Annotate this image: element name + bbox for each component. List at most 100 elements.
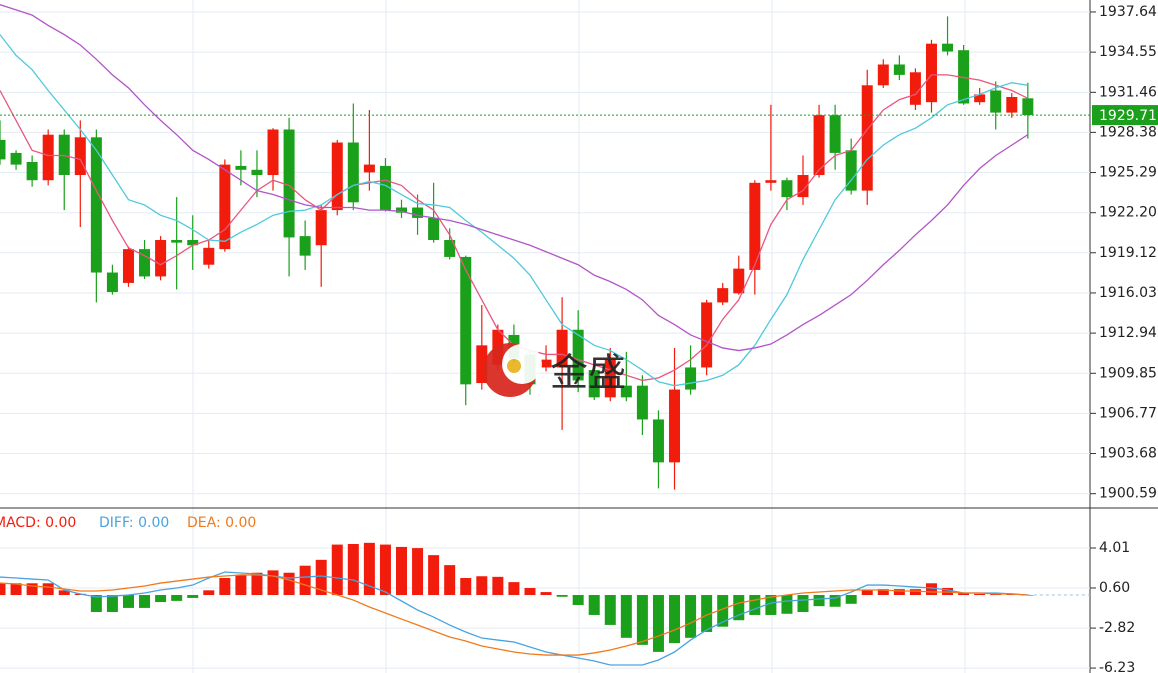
candle-body: [347, 142, 359, 203]
candle-body: [974, 94, 986, 103]
candle-body: [139, 249, 151, 277]
candle-body: [893, 64, 905, 75]
candle-body: [652, 419, 664, 463]
candle-body: [90, 137, 102, 273]
macd-bar: [701, 595, 713, 632]
macd-bar: [781, 595, 793, 614]
macd-bar: [283, 572, 295, 596]
macd-bar: [396, 546, 407, 596]
candle-body: [909, 72, 921, 105]
macd-bar: [813, 595, 825, 607]
watermark-logo-dot: [507, 359, 521, 373]
candle-body: [669, 389, 681, 463]
y-tick-label: 1916.03: [1099, 285, 1157, 301]
macd-bar: [363, 542, 375, 596]
macd-bar: [958, 593, 970, 596]
macd-bar: [476, 576, 488, 596]
y-tick-label: 1934.55: [1099, 44, 1157, 60]
ma-line: [0, 4, 1029, 352]
candle-body: [251, 169, 263, 176]
candle-body: [877, 64, 889, 86]
macd-bar: [90, 595, 102, 613]
candle-body: [1022, 98, 1034, 116]
candle-body: [540, 359, 552, 368]
watermark-logo-cut: [502, 344, 542, 384]
macd-bar: [685, 595, 697, 638]
macd-bar: [861, 590, 873, 596]
candle-body: [396, 207, 407, 213]
candle-body: [203, 247, 215, 265]
macd-bar: [909, 589, 921, 596]
candle-body: [219, 164, 231, 250]
macd-bar: [925, 583, 937, 596]
macd-bar: [42, 583, 54, 596]
last-price-box: [1092, 105, 1158, 126]
candle-body: [733, 268, 745, 294]
macd-bar: [669, 595, 681, 644]
macd-bar: [379, 544, 391, 596]
macd-bar: [974, 593, 986, 596]
y-tick-label: 1903.68: [1099, 446, 1157, 462]
candle-body: [122, 249, 134, 283]
candle-body: [171, 240, 183, 243]
y-tick-label: 1906.77: [1099, 405, 1157, 421]
candle-body: [1006, 96, 1018, 113]
y-tick-label: 1928.38: [1099, 124, 1157, 140]
macd-bar: [26, 583, 38, 596]
candle-body: [620, 385, 632, 398]
macd-bar: [733, 595, 745, 621]
macd-bar: [588, 595, 600, 615]
candle-body: [942, 43, 954, 52]
macd-bar: [540, 592, 552, 596]
macd-bar: [749, 595, 761, 615]
macd-bar: [508, 582, 520, 596]
macd-bar: [829, 595, 841, 607]
macd-bar: [428, 555, 440, 596]
candle-body: [106, 272, 118, 293]
last-price-label: 1929.71: [1099, 108, 1157, 124]
macd-bar: [620, 595, 632, 638]
candle-body: [331, 142, 343, 211]
legend-entry: DEA: 0.00: [187, 515, 256, 531]
macd-line: [0, 574, 1028, 656]
macd-bar: [0, 583, 6, 596]
candle-body: [74, 137, 86, 176]
y-tick-label: -2.82: [1099, 620, 1135, 636]
macd-bar: [524, 587, 536, 596]
watermark: 金盛: [483, 343, 626, 397]
macd-bar: [845, 595, 857, 604]
candle-body: [299, 236, 311, 256]
macd-bar: [556, 595, 568, 597]
watermark-text: 金盛: [550, 351, 626, 395]
candle-body: [749, 182, 761, 270]
candle-body: [829, 115, 841, 153]
candle-body: [428, 217, 440, 241]
y-tick-label: 1919.12: [1099, 245, 1157, 261]
macd-bar: [444, 565, 456, 596]
y-tick-label: 1922.20: [1099, 205, 1157, 221]
macd-bar: [460, 578, 472, 596]
macd-bar: [219, 578, 231, 596]
macd-bar: [203, 590, 215, 596]
candle-body: [187, 240, 199, 246]
macd-bar: [171, 595, 183, 601]
macd-bar: [267, 570, 279, 596]
candle-body: [797, 175, 809, 198]
y-tick-label: 0.60: [1099, 580, 1130, 596]
candle-body: [781, 180, 793, 198]
candle-body: [925, 43, 937, 103]
macd-bar: [139, 595, 151, 608]
candle-body: [701, 302, 713, 368]
macd-bar: [299, 565, 311, 596]
candle-body: [10, 152, 22, 165]
macd-bar: [122, 595, 134, 608]
candle-body: [813, 115, 825, 176]
macd-bar: [1022, 595, 1034, 596]
candle-body: [636, 385, 648, 420]
macd-bar: [315, 559, 327, 596]
macd-bar: [797, 595, 809, 613]
candle-body: [845, 150, 857, 191]
y-tick-label: 1937.64: [1099, 4, 1157, 20]
macd-bar: [877, 589, 889, 596]
